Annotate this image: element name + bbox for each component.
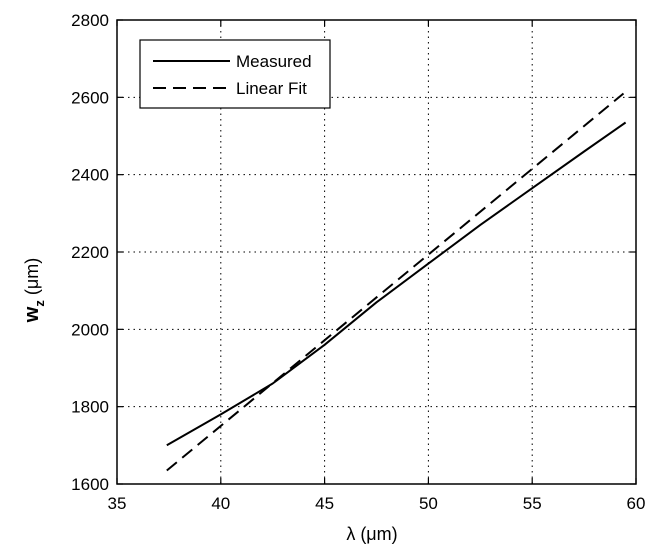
- x-tick-labels: 35 40 45 50 55 60: [108, 494, 646, 513]
- y-axis-label-main: w: [21, 306, 43, 323]
- y-tick-label: 2400: [71, 166, 109, 185]
- tick-marks: [116, 19, 637, 485]
- x-tick-label: 60: [627, 494, 646, 513]
- x-tick-label: 45: [315, 494, 334, 513]
- legend: Measured Linear Fit: [139, 39, 331, 109]
- series-line-measured: [166, 121, 627, 447]
- y-axis-label-subscript: z: [32, 300, 47, 307]
- x-axis-label: λ (μm): [346, 524, 397, 544]
- x-tick-label: 40: [211, 494, 230, 513]
- y-tick-label: 2600: [71, 88, 109, 107]
- y-tick-label: 1600: [71, 475, 109, 494]
- series-line-linear-fit: [166, 92, 625, 472]
- x-tick-label: 50: [419, 494, 438, 513]
- y-tick-label: 1800: [71, 398, 109, 417]
- y-axis-label: wz (μm): [21, 258, 47, 323]
- y-tick-labels: 1600 1800 2000 2200 2400 2600 2800: [71, 11, 109, 494]
- series-lines: [166, 92, 627, 472]
- y-tick-label: 2800: [71, 11, 109, 30]
- y-tick-label: 2000: [71, 320, 109, 339]
- legend-label-linear-fit: Linear Fit: [236, 79, 307, 98]
- x-tick-label: 35: [108, 494, 127, 513]
- x-tick-label: 55: [523, 494, 542, 513]
- y-tick-label: 2200: [71, 243, 109, 262]
- legend-box: [139, 39, 331, 109]
- legend-label-measured: Measured: [236, 52, 312, 71]
- y-axis-label-unit: (μm): [22, 258, 42, 300]
